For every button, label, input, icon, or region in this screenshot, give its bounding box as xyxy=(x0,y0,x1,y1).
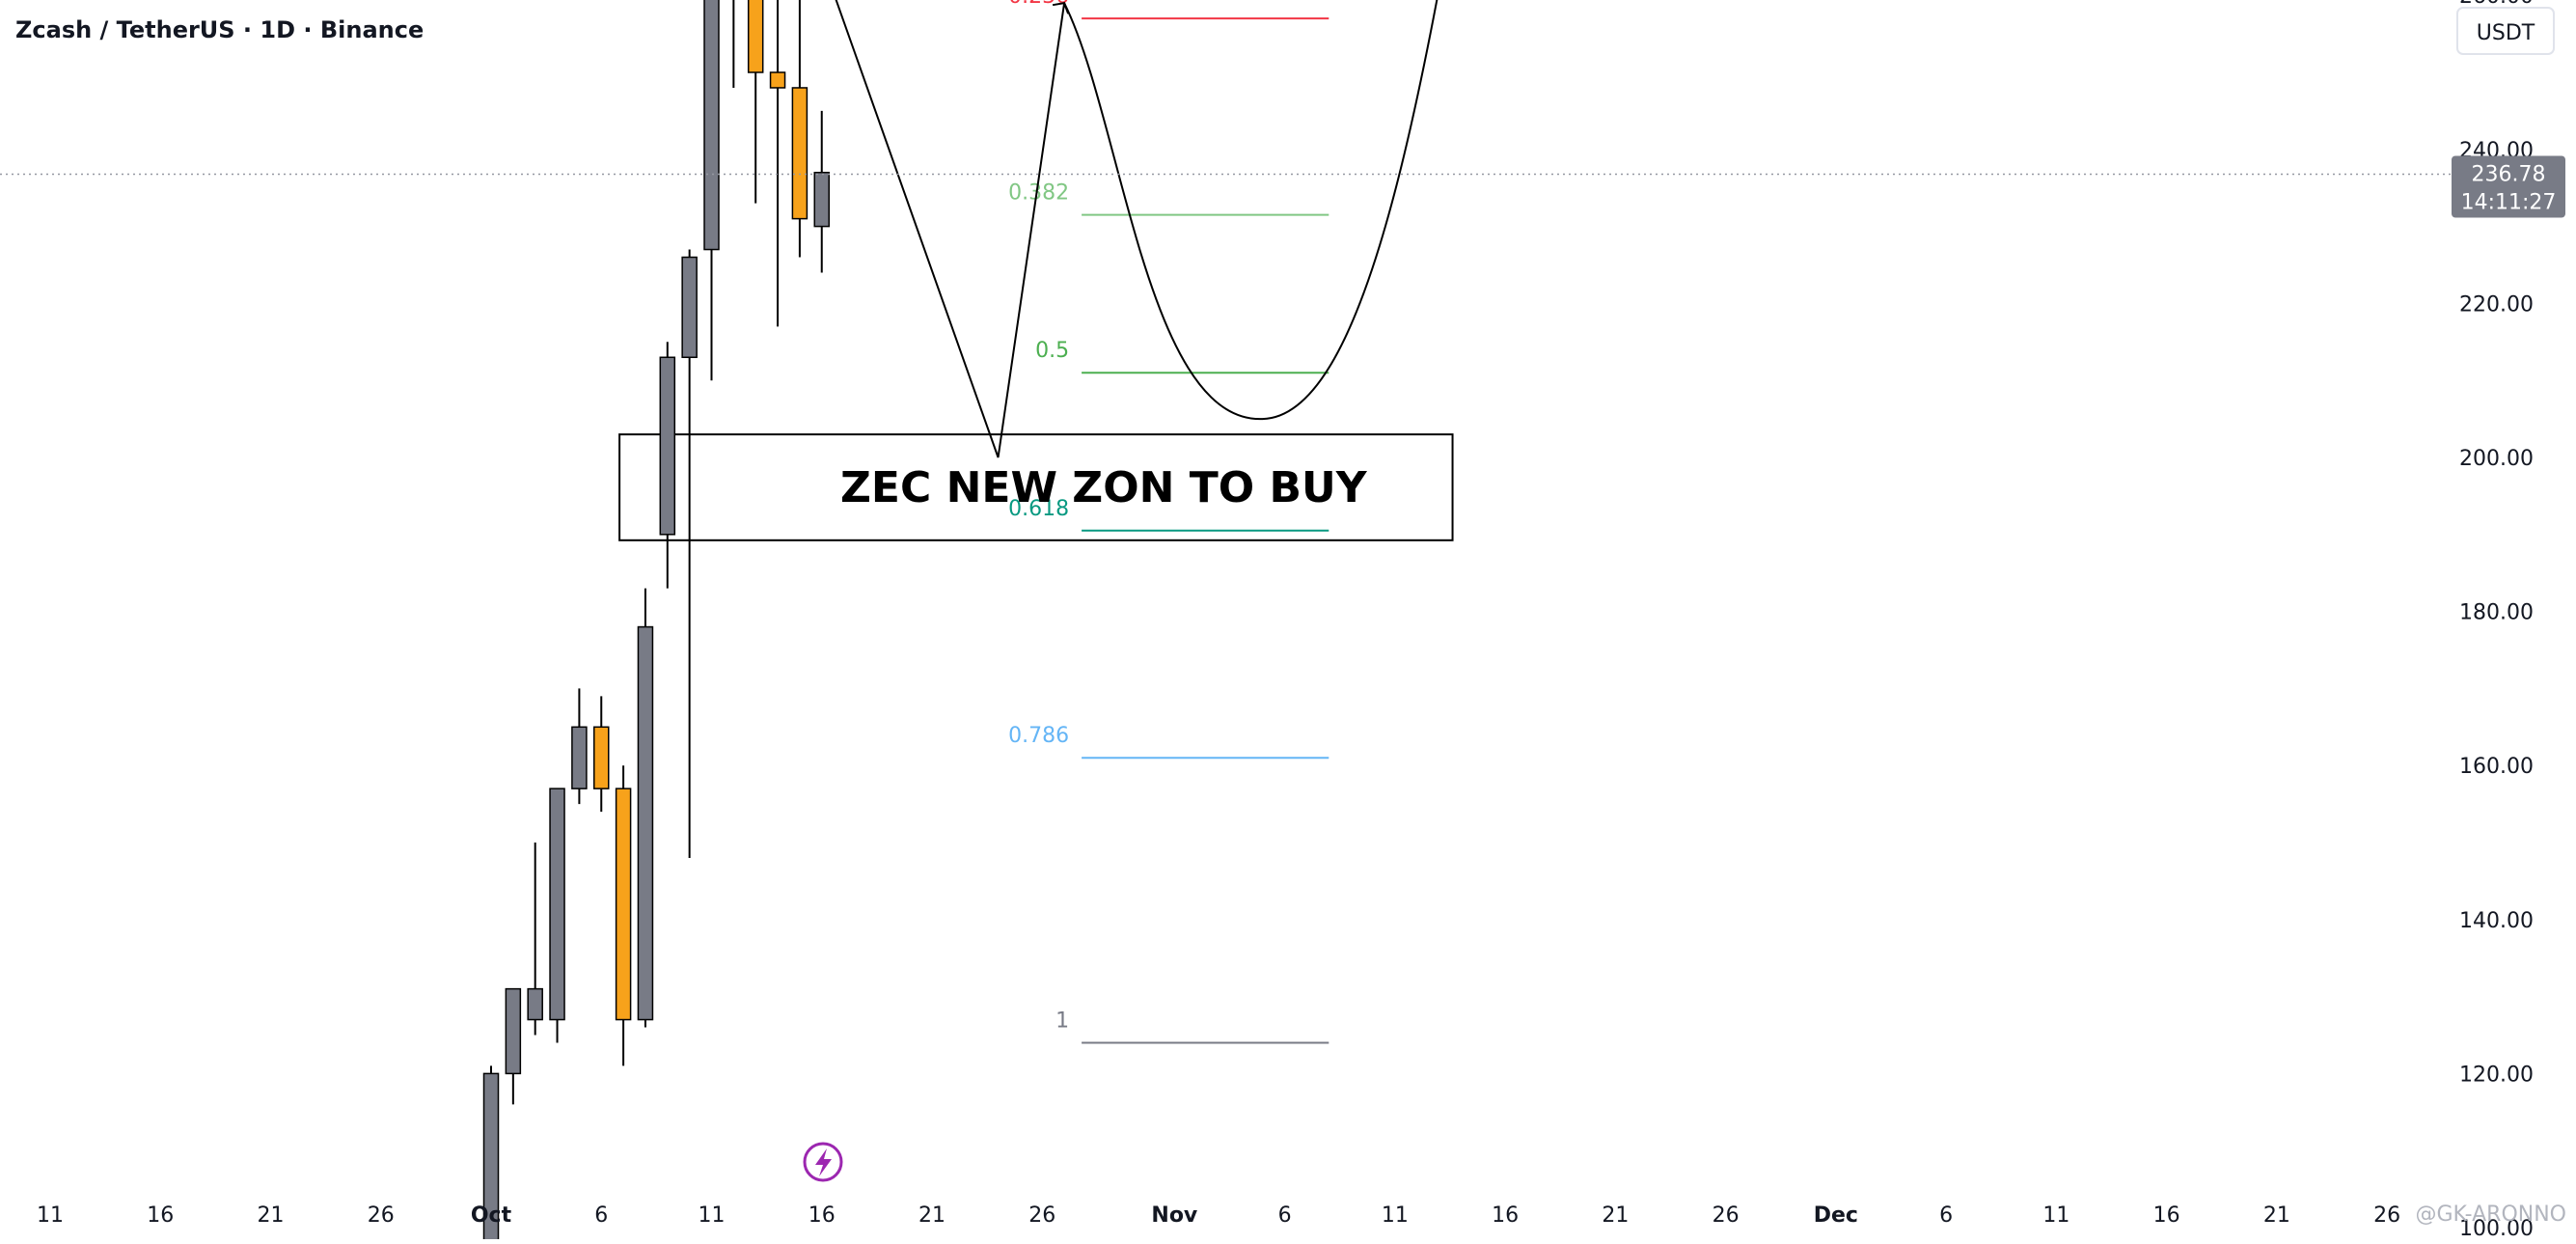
time-tick-label: 16 xyxy=(2153,1203,2180,1228)
candle-body xyxy=(637,625,654,1021)
time-tick-label: 11 xyxy=(699,1203,726,1228)
time-tick-label: 26 xyxy=(1028,1203,1055,1228)
candle-body xyxy=(482,1072,500,1244)
candle[interactable] xyxy=(791,0,808,258)
buy-zone: ZEC NEW ZON TO BUY xyxy=(618,433,1454,541)
projection-zigzag[interactable] xyxy=(733,0,1066,458)
candle-body xyxy=(703,0,720,251)
price-axis: 380.00340.00320.00300.00280.00260.00240.… xyxy=(2451,0,2576,1241)
candle-body xyxy=(593,726,610,789)
time-tick-label: 21 xyxy=(1602,1203,1629,1228)
price-tick-label: 160.00 xyxy=(2459,755,2534,779)
candle-body xyxy=(813,171,830,228)
time-axis: 11 16 21 26 Oct 6 11 16 21 26 Nov 6 11 16 21 26 Dec 6 11 16… xyxy=(37,1203,2400,1228)
time-tick-label: 26 xyxy=(368,1203,395,1228)
time-tick-label: 16 xyxy=(1492,1203,1519,1228)
candle[interactable] xyxy=(769,0,786,327)
candles-layer xyxy=(482,0,830,1244)
time-tick-label: 16 xyxy=(147,1203,174,1228)
candle[interactable] xyxy=(527,843,543,1036)
projection-path xyxy=(733,0,1593,458)
price-tick-label: 260.00 xyxy=(2459,0,2534,9)
candle[interactable] xyxy=(813,110,830,273)
candle[interactable] xyxy=(505,987,522,1105)
time-tick-label: 6 xyxy=(594,1203,608,1228)
time-tick-label: Nov xyxy=(1151,1203,1198,1228)
currency-button[interactable]: USDT xyxy=(2456,7,2555,55)
candle[interactable] xyxy=(659,342,676,589)
buy-zone-label: ZEC NEW ZON TO BUY xyxy=(840,463,1368,512)
candle[interactable] xyxy=(615,765,632,1066)
price-tick-label: 200.00 xyxy=(2459,447,2534,471)
time-tick-label: 21 xyxy=(258,1203,285,1228)
watermark: @GK-ARONNO xyxy=(2415,1203,2566,1227)
price-tick-label: 180.00 xyxy=(2459,601,2534,625)
candle[interactable] xyxy=(571,688,588,805)
last-price-countdown: 14:11:27 xyxy=(2461,190,2557,214)
fib-level-label: 1 xyxy=(1055,1009,1069,1033)
time-tick-label: 6 xyxy=(1278,1203,1292,1228)
candle[interactable] xyxy=(482,1065,500,1244)
candle[interactable] xyxy=(593,696,610,813)
time-tick-label: 21 xyxy=(2263,1203,2290,1228)
last-price-tag: 236.78 14:11:27 xyxy=(2452,155,2565,218)
chart-title: Zcash / TetherUS · 1D · Binance xyxy=(15,16,424,43)
buy-zone-box[interactable] xyxy=(618,433,1454,541)
projection-curve[interactable] xyxy=(1063,0,1593,421)
candle[interactable] xyxy=(637,588,654,1028)
fib-level-label: 0.236 xyxy=(1008,0,1069,9)
time-tick-label: 26 xyxy=(1713,1203,1740,1228)
candle-body xyxy=(747,0,764,73)
price-tick-label: 120.00 xyxy=(2459,1063,2534,1087)
candle[interactable] xyxy=(726,0,741,88)
candle-body xyxy=(527,987,543,1021)
fib-level-label: 0.786 xyxy=(1008,724,1069,748)
flash-icon[interactable] xyxy=(803,1142,843,1182)
price-tick-label: 140.00 xyxy=(2459,909,2534,933)
candle[interactable] xyxy=(681,249,698,858)
candle-body xyxy=(549,788,565,1021)
currency-button-label: USDT xyxy=(2477,21,2535,45)
candle-body xyxy=(615,788,632,1021)
last-price-tag-bg xyxy=(2452,155,2565,218)
time-tick-label: Oct xyxy=(471,1203,512,1228)
time-tick-label: 21 xyxy=(918,1203,945,1228)
candle[interactable] xyxy=(703,0,720,381)
price-tick-label: 100.00 xyxy=(2459,1217,2534,1239)
candle-body xyxy=(769,71,786,89)
time-tick-label: 11 xyxy=(37,1203,64,1228)
time-tick-label: Dec xyxy=(1814,1203,1858,1228)
last-price-value: 236.78 xyxy=(2472,162,2546,186)
time-tick-label: 11 xyxy=(2042,1203,2069,1228)
time-tick-label: 6 xyxy=(1939,1203,1953,1228)
ui-layer: Zcash / TetherUS · 1D · Binance USDT @GK… xyxy=(15,7,2566,1227)
candle[interactable] xyxy=(747,0,764,204)
fib-level-label: 0.5 xyxy=(1035,339,1069,363)
candle-body xyxy=(791,87,808,220)
time-tick-label: 16 xyxy=(808,1203,836,1228)
candle-body xyxy=(681,256,698,359)
candle-body xyxy=(659,356,676,536)
fib-level-label: 0.618 xyxy=(1008,497,1069,521)
time-tick-label: 26 xyxy=(2373,1203,2400,1228)
candle[interactable] xyxy=(549,788,565,1043)
candle-body xyxy=(505,987,522,1075)
time-tick-label: 11 xyxy=(1382,1203,1409,1228)
price-tick-label: 220.00 xyxy=(2459,292,2534,317)
candle-body xyxy=(571,726,588,789)
